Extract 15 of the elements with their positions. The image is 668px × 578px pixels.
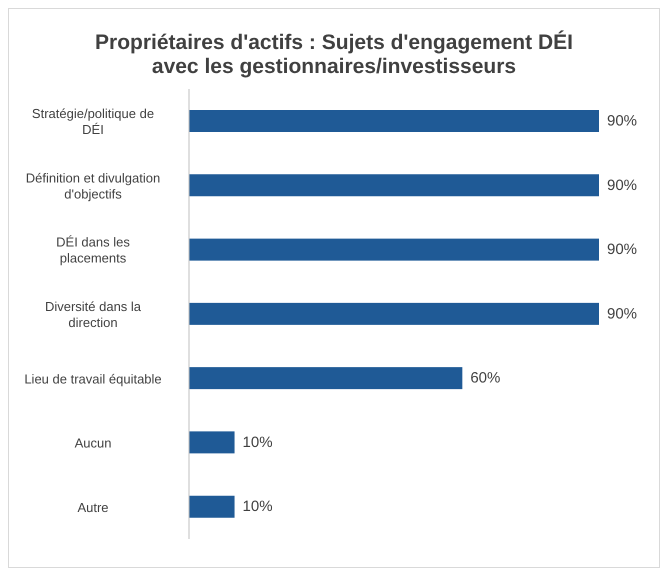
data-label: 90% bbox=[607, 241, 638, 258]
data-label: 90% bbox=[607, 112, 638, 130]
data-label: 60% bbox=[470, 370, 500, 387]
data-label: 10% bbox=[242, 498, 273, 516]
data-label: 10% bbox=[242, 434, 273, 451]
y-tick-label: Stratégie/politique de DÉI bbox=[32, 106, 154, 137]
y-tick-label: Définition et divulgation d'objectifs bbox=[26, 170, 160, 201]
y-tick-label: Autre bbox=[77, 499, 109, 514]
chart-title: Propriétaires d'actifs : Sujets d'engagement DÉI avec les gestionnaires/investisseurs bbox=[94, 29, 574, 79]
y-tick-label: Lieu de travail équitable bbox=[24, 370, 162, 386]
y-tick-label: Aucun bbox=[74, 435, 112, 450]
data-label: 90% bbox=[607, 305, 638, 322]
y-tick-label: DÉI dans les placements bbox=[56, 234, 130, 266]
data-label: 90% bbox=[607, 176, 638, 194]
y-tick-label: Diversité dans la direction bbox=[44, 298, 142, 330]
